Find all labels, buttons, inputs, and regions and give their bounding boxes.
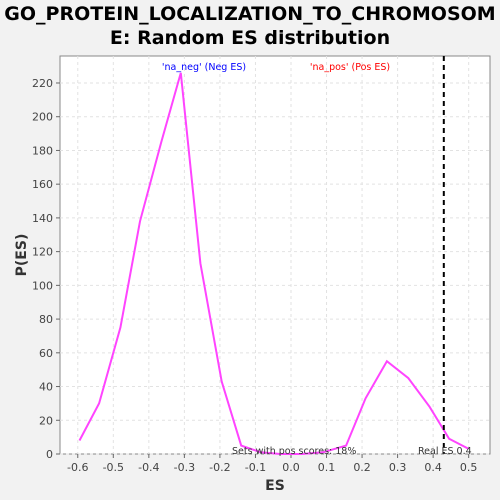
x-tick-label: -0.2 (209, 461, 230, 474)
x-tick-label: -0.5 (103, 461, 124, 474)
pos-es-label: 'na_pos' (Pos ES) (310, 62, 390, 73)
x-tick-label: -0.6 (67, 461, 88, 474)
y-axis-label: P(ES) (14, 234, 30, 277)
real-es-annotation: Real ES 0.4 (418, 446, 472, 457)
y-tick-label: 100 (32, 279, 53, 292)
y-tick-label: 40 (39, 381, 53, 394)
neg-es-label: 'na_neg' (Neg ES) (162, 62, 246, 73)
plot-area (59, 55, 491, 455)
x-tick-label: -0.3 (174, 461, 195, 474)
x-tick-label: 0.4 (424, 461, 442, 474)
es-distribution-line (78, 72, 470, 455)
y-tick-label: 0 (46, 448, 53, 461)
grid-lines (60, 56, 490, 455)
chart-title-line-1: GO_PROTEIN_LOCALIZATION_TO_CHROMOSOM (4, 3, 496, 25)
x-axis-label: ES (265, 478, 285, 494)
x-tick-label: 0.0 (282, 461, 300, 474)
y-tick-label: 220 (32, 77, 53, 90)
x-axis-ticks: -0.6 -0.5 -0.4 -0.3 -0.2 -0.1 0.0 0.1 0.2 0.3 0.4 0… (67, 454, 477, 474)
y-tick-label: 160 (32, 178, 53, 191)
y-axis-ticks: 0 20 40 60 80 100 120 140 160 180 200 220 (32, 77, 60, 461)
pos-scores-annotation: Sets with pos scores: 18% (232, 446, 356, 457)
chart-title-line-2: E: Random ES distribution (109, 27, 391, 49)
y-tick-label: 20 (39, 414, 53, 427)
y-tick-label: 120 (32, 246, 53, 259)
x-tick-label: 0.1 (318, 461, 336, 474)
x-tick-label: 0.2 (353, 461, 371, 474)
x-tick-label: -0.1 (245, 461, 266, 474)
y-tick-label: 200 (32, 111, 53, 124)
y-tick-label: 140 (32, 212, 53, 225)
y-tick-label: 80 (39, 313, 53, 326)
y-tick-label: 60 (39, 347, 53, 360)
chart-title: GO_PROTEIN_LOCALIZATION_TO_CHROMOSOM E: … (0, 2, 500, 50)
series-layer (78, 72, 470, 455)
x-tick-label: 0.5 (460, 461, 478, 474)
x-tick-label: 0.3 (389, 461, 407, 474)
x-tick-label: -0.4 (138, 461, 159, 474)
y-tick-label: 180 (32, 144, 53, 157)
